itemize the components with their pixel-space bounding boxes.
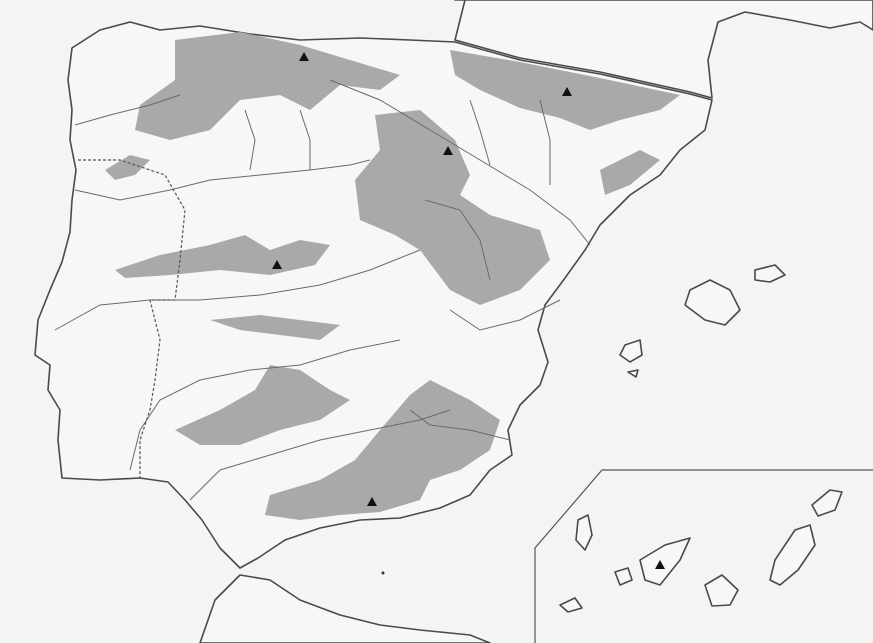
- peak: [367, 497, 377, 506]
- gran-canaria: [704, 574, 739, 607]
- river-tributary: [539, 99, 551, 185]
- gomera: [614, 567, 633, 586]
- africa-coast: [199, 574, 491, 643]
- rivers: [54, 79, 591, 501]
- canary-inset: [534, 469, 873, 643]
- river-ebro: [329, 79, 591, 246]
- river-jucar: [449, 299, 561, 331]
- river-guadalquivir: [189, 409, 451, 501]
- hierro: [559, 597, 583, 613]
- peak: [299, 52, 309, 61]
- la-palma: [575, 514, 593, 551]
- river-tributary: [299, 109, 311, 170]
- galician-hills: [105, 155, 150, 180]
- river-minho: [74, 94, 181, 126]
- cantabrian-range: [135, 32, 400, 140]
- river-tributary: [244, 109, 256, 171]
- balearic-islands: [619, 264, 786, 378]
- toledo-mountains: [210, 315, 340, 340]
- fuerteventura: [769, 524, 816, 586]
- ceuta-dot: [381, 571, 385, 575]
- france-coast: [454, 0, 873, 99]
- river-guadiana: [129, 339, 401, 471]
- river-tributary: [469, 99, 491, 166]
- lanzarote: [811, 489, 843, 517]
- formentera: [627, 369, 639, 378]
- river-segura: [409, 409, 511, 441]
- portugal-border: [78, 159, 186, 478]
- pyrenees: [450, 50, 680, 130]
- ibiza: [619, 339, 643, 363]
- river-tajo: [54, 249, 421, 331]
- catalan-hills: [600, 150, 660, 195]
- baetic-system: [265, 380, 500, 520]
- river-duero: [74, 159, 371, 201]
- river-tributary: [424, 199, 491, 281]
- mallorca: [684, 279, 741, 326]
- peak: [443, 146, 453, 155]
- inset-frame: [534, 469, 873, 643]
- tenerife: [639, 537, 691, 586]
- peak: [562, 87, 572, 96]
- sierra-morena: [175, 365, 350, 445]
- peak: [655, 560, 665, 569]
- peak: [272, 260, 282, 269]
- peaks: [272, 52, 665, 569]
- menorca: [754, 264, 786, 283]
